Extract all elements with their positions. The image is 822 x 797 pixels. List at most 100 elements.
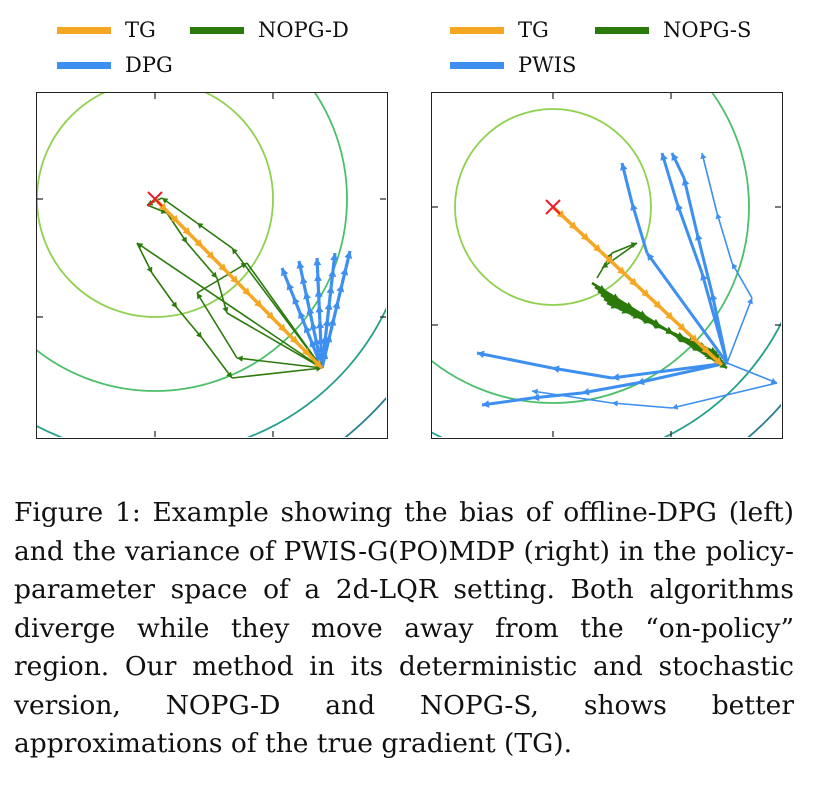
legend-item-tg-left: TG [57,18,156,42]
pwis-trajectory [645,252,729,364]
tg-trajectory-head [592,244,602,253]
pwis-trajectory-head [675,203,683,211]
nopg-s-trajectory-head [602,262,609,268]
pwis-trajectory-head [647,253,655,261]
nopg-d-trajectory [226,312,323,369]
pwis-trajectory [700,272,729,364]
pwis-trajectory-head [612,400,618,407]
tg-trajectory-head [677,323,686,332]
nopg-d-trajectory-head [211,271,217,278]
pwis-trajectory [476,351,553,370]
nopg-d-trajectory [196,292,238,359]
legend-swatch [595,26,649,34]
tg-trajectory-head [641,289,650,298]
nopg-d-trajectory-head [222,306,229,313]
nopg-s-trajectory-head [665,326,673,334]
pwis-trajectory-head [612,373,620,381]
nopg-d-trajectory [176,307,203,339]
nopg-d-trajectory-head [237,355,243,362]
legend-label: DPG [125,53,173,77]
pwis-trajectory [701,152,718,214]
pwis-trajectory [481,396,533,407]
nopg-d-trajectory-head [197,293,203,300]
contour-line [37,93,348,392]
optimum-marker [147,191,163,207]
nopg-s-trajectory [601,242,638,269]
dpg-trajectory-head [324,334,333,343]
nopg-d-trajectory [196,262,248,294]
nopg-d-trajectory-head [171,301,177,308]
nopg-s-trajectory-head [676,331,684,339]
pwis-trajectory-head [770,378,777,384]
dpg-trajectory-head [303,325,312,334]
nopg-d-trajectory-head [146,266,153,273]
nopg-d-trajectory-head [197,223,204,229]
legend-item-tg-right: TG [450,18,549,42]
nopg-d-trajectory [161,197,198,224]
dpg-trajectory-head [344,251,353,259]
dpg-trajectory-head [322,318,331,327]
tg-trajectory-head [194,239,203,248]
nopg-s-trajectory-head [621,306,629,314]
nopg-s-trajectory-head [632,311,640,319]
legend-label: PWIS [518,53,577,77]
nopg-d-trajectory [166,212,188,244]
pwis-trajectory [531,390,613,404]
pwis-trajectory [660,152,679,204]
nopg-s-trajectory-head [654,321,662,329]
contour-line [37,93,274,318]
legend-item-dpg: DPG [57,53,173,77]
dpg-trajectory-head [316,336,325,344]
nopg-d-trajectory [196,222,233,249]
dpg-trajectory-head [299,276,308,285]
tg-trajectory-head [617,266,626,275]
tg-trajectory-head [206,251,215,260]
tg-trajectory-head [182,226,191,236]
pwis-trajectory-head [681,178,690,186]
dpg-trajectory-head [313,258,322,266]
pwis-trajectory [630,202,649,254]
nopg-s-trajectory-head [643,316,651,324]
pwis-trajectory-head [630,203,638,211]
nopg-d-trajectory-head [196,331,202,338]
plot-right [431,92,783,439]
dpg-trajectory-head [296,261,305,269]
tg-trajectory-head [701,345,710,354]
tg-trajectory-head [556,210,566,219]
legend-label: TG [518,18,549,42]
legend-swatch [57,61,111,69]
tg-trajectory-head [653,300,662,309]
legend-item-nopg-s: NOPG-S [595,18,751,42]
nopg-d-trajectory-head [162,198,169,204]
tg-trajectory-head [278,323,287,332]
figure-caption: Figure 1: Example showing the bias of of… [14,497,794,759]
dpg-trajectory-head [324,302,333,310]
pwis-trajectory [716,212,733,264]
dpg-trajectory-head [320,351,329,360]
pwis-trajectory-head [477,350,485,359]
contour-line [454,108,652,306]
tg-trajectory-head [158,202,167,212]
pwis-trajectory-head [619,163,628,171]
plot-left-canvas [37,93,386,437]
tg-trajectory-head [580,232,590,241]
dpg-trajectory-head [314,289,323,297]
tg-trajectory-head [605,255,614,264]
pwis-trajectory [675,202,704,274]
legend-item-pwis: PWIS [450,53,576,77]
plot-left [36,92,388,439]
dpg-trajectory-head [286,282,295,291]
dpg-trajectory-head [336,284,345,293]
nopg-d-trajectory [236,357,323,369]
tg-trajectory-head [242,287,251,296]
dpg-trajectory-head [316,320,325,329]
legend-swatch [57,26,111,34]
legend-swatch [450,26,504,34]
tg-trajectory-head [713,356,722,365]
dpg-trajectory-head [303,291,311,300]
dpg-trajectory-head [298,310,306,320]
pwis-trajectory [726,362,778,384]
dpg-trajectory-head [306,306,315,315]
legend-swatch [190,26,244,34]
dpg-trajectory-head [326,285,335,294]
